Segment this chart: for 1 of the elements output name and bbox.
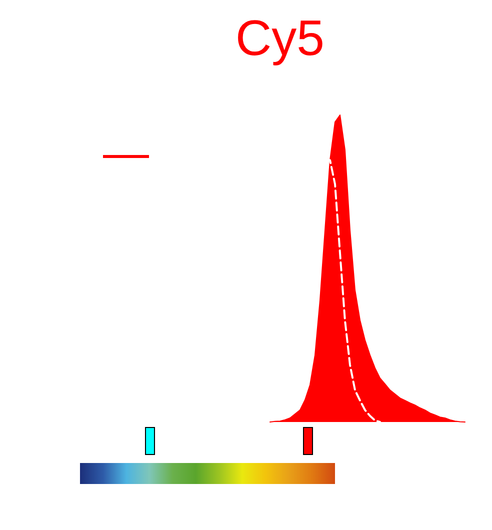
chart-title: Cy5: [236, 10, 324, 66]
